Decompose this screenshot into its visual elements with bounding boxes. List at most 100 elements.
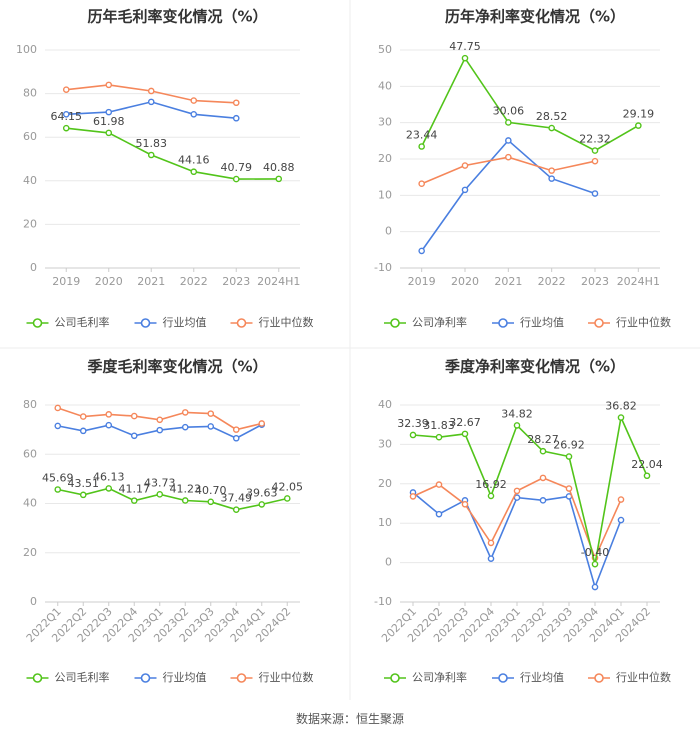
data-point-company (181, 497, 189, 504)
legend-item-1[interactable]: 公司毛利率 (26, 670, 110, 684)
data-point-industry_median (105, 81, 113, 89)
data-point-company (418, 143, 425, 150)
x-tick-label: 2023 (581, 275, 609, 288)
x-tick-label: 2023 (222, 275, 250, 288)
x-tick-label: 2021 (494, 275, 522, 288)
y-tick-label: 20 (378, 152, 392, 165)
data-point-industry_median (513, 487, 521, 495)
data-point-industry_avg (54, 422, 62, 430)
legend-item-2[interactable]: 行业均值 (134, 316, 207, 329)
data-point-company (232, 506, 240, 513)
data-label: 40.79 (221, 161, 253, 174)
data-label: 61.98 (93, 115, 125, 128)
legend-item-3[interactable]: 行业中位数 (588, 670, 671, 684)
x-tick-label: 2020 (451, 275, 479, 288)
data-point-company (105, 129, 113, 137)
data-point-industry_median (461, 162, 469, 169)
legend-label: 公司净利率 (412, 670, 467, 684)
legend-item-2[interactable]: 行业均值 (134, 671, 207, 684)
legend-item-1[interactable]: 公司净利率 (384, 670, 467, 684)
data-point-company (54, 486, 62, 493)
data-point-industry_avg (207, 423, 215, 430)
data-label: 64.15 (51, 110, 83, 123)
legend-marker (390, 673, 400, 683)
data-point-company (147, 151, 155, 159)
data-point-company (635, 122, 642, 129)
data-point-industry_median (79, 413, 87, 420)
data-point-industry_median (156, 416, 164, 424)
data-point-industry_avg (79, 427, 87, 435)
y-tick-label: 20 (23, 217, 37, 230)
data-label: 43.73 (144, 476, 176, 489)
x-tick-label: 2019 (408, 275, 436, 288)
y-tick-label: 20 (23, 546, 37, 559)
data-point-industry_avg (130, 432, 138, 440)
series-line-industry_median (421, 156, 596, 185)
legend-item-2[interactable]: 行业均值 (492, 316, 564, 329)
legend-item-3[interactable]: 行业中位数 (230, 670, 314, 684)
legend-marker (594, 673, 604, 683)
data-point-industry_median (617, 496, 625, 503)
legend-label: 行业中位数 (616, 670, 671, 684)
data-point-company (617, 414, 625, 421)
data-source-label: 数据来源：恒生聚源 (295, 712, 404, 726)
chart-panel-1: 历年毛利率变化情况（%） 0 20 40 60 80 100 2019 2020 2021 2022… (16, 8, 314, 330)
x-tick-label: 2021 (137, 275, 165, 288)
legend-item-3[interactable]: 行业中位数 (588, 315, 671, 329)
y-tick-label: 100 (16, 43, 37, 56)
y-tick-label: 0 (385, 556, 392, 569)
data-point-company (539, 447, 547, 455)
legend-label: 公司净利率 (412, 315, 467, 329)
data-point-industry_avg (418, 247, 425, 255)
x-tick-label: 2022 (180, 275, 208, 288)
y-tick-label: 0 (30, 261, 37, 274)
data-label: 41.23 (170, 482, 202, 495)
y-tick-label: -10 (374, 261, 392, 274)
data-point-industry_avg (232, 434, 240, 442)
data-label: 41.17 (119, 483, 151, 496)
y-tick-label: 0 (385, 225, 392, 238)
y-tick-label: 60 (23, 130, 37, 143)
y-tick-label: 40 (378, 79, 392, 92)
data-point-industry_avg (591, 583, 599, 591)
data-label: 39.63 (246, 486, 278, 499)
legend-label: 行业均值 (163, 316, 207, 329)
legend-marker (140, 673, 151, 683)
data-point-industry_median (105, 411, 113, 418)
series-line-company (57, 487, 288, 511)
y-tick-label: 60 (23, 447, 37, 460)
chart-panel-3: 季度毛利率变化情况（%）0204060802022Q12022Q22022Q32… (23, 358, 314, 685)
legend-item-3[interactable]: 行业中位数 (230, 315, 314, 329)
y-tick-label: 10 (378, 188, 392, 201)
data-point-company (643, 472, 651, 480)
data-point-industry_median (181, 409, 189, 416)
data-label: 30.06 (493, 104, 525, 117)
legend-label: 行业中位数 (616, 315, 671, 329)
data-point-industry_median (435, 481, 443, 488)
legend-marker (390, 318, 400, 328)
data-point-company (505, 119, 512, 126)
data-point-industry_avg (105, 108, 113, 116)
data-point-industry_median (565, 485, 573, 492)
y-tick-label: 40 (378, 398, 392, 411)
data-label: 32.39 (397, 417, 429, 430)
y-tick-label: -10 (374, 595, 392, 608)
data-point-company (130, 497, 138, 504)
data-point-industry_avg (617, 516, 625, 524)
data-point-industry_median (591, 157, 599, 165)
data-point-company (435, 433, 443, 441)
data-point-industry_avg (505, 137, 512, 144)
data-point-industry_avg (156, 426, 164, 434)
data-point-industry_median (539, 474, 547, 482)
legend-item-2[interactable]: 行业均值 (492, 671, 564, 684)
legend-item-1[interactable]: 公司净利率 (384, 315, 467, 329)
data-point-industry_median (487, 539, 495, 547)
data-point-company (591, 147, 599, 154)
data-point-company (461, 54, 469, 62)
data-point-industry_median (232, 426, 240, 433)
legend-marker (140, 318, 151, 328)
legend-item-1[interactable]: 公司毛利率 (26, 315, 110, 329)
series-line-company (66, 127, 279, 180)
data-point-company (513, 422, 521, 429)
